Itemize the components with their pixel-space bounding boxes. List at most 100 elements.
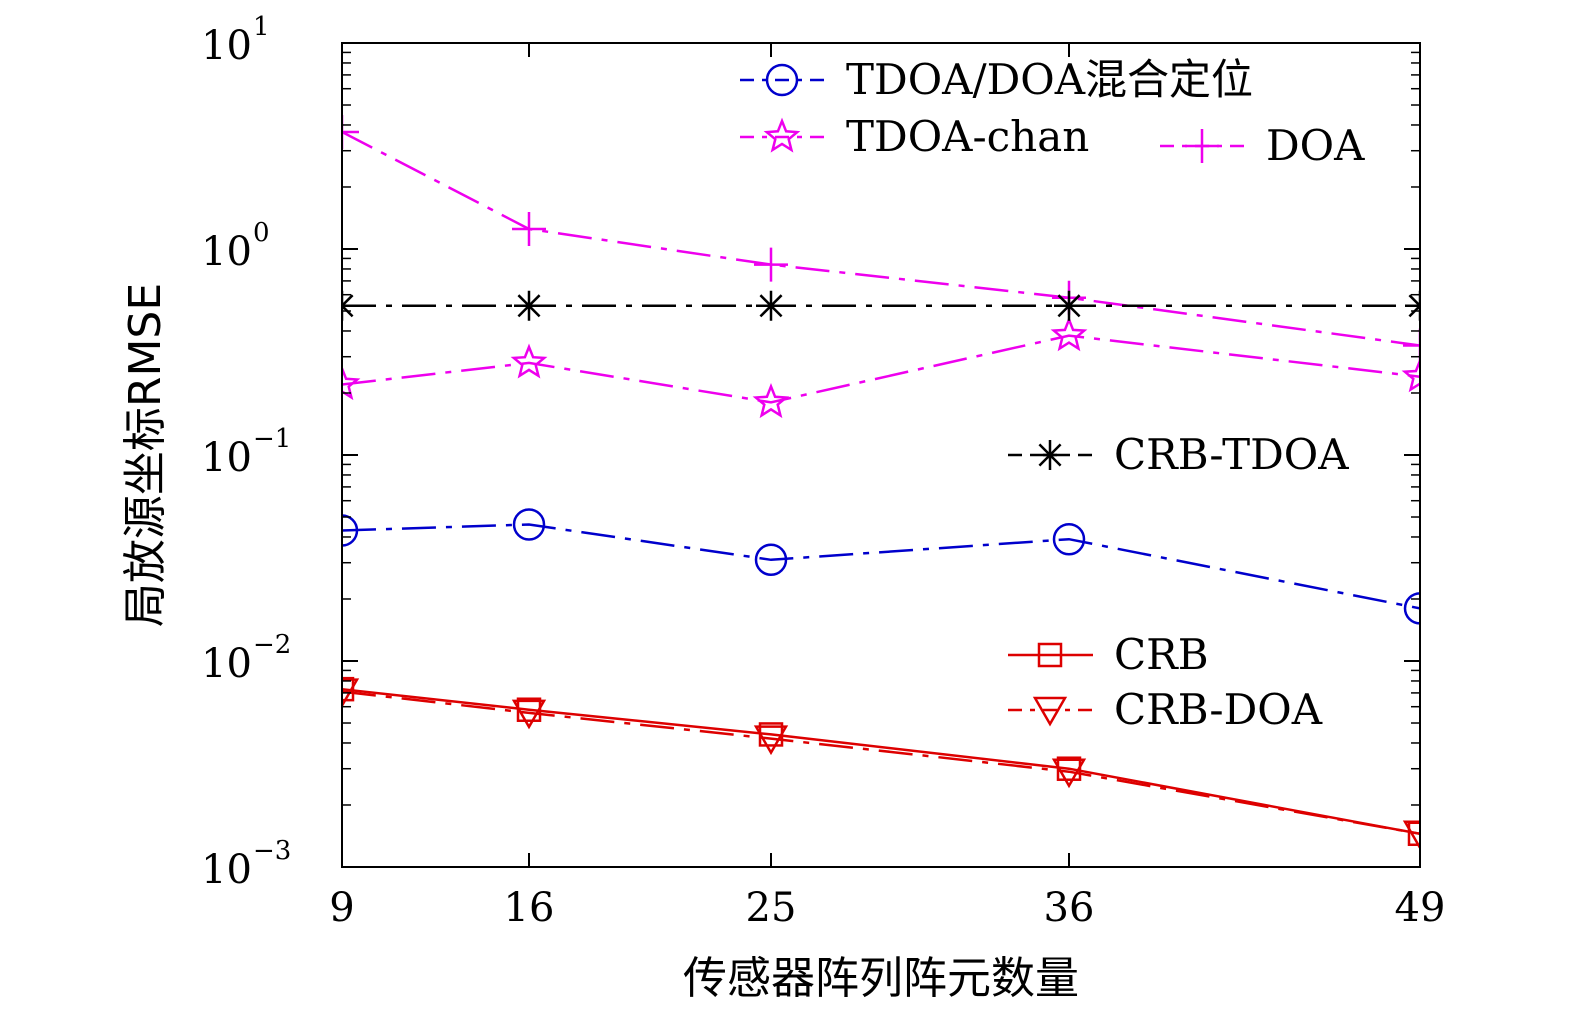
marker-shape — [1403, 592, 1420, 625]
x-axis-label: 传感器阵列阵元数量 — [683, 953, 1079, 1004]
legend: TDOA/DOA混合定位 TDOA-chan DOA CRB-TDOA CRB CRB-D… — [740, 55, 1365, 734]
data-point — [1407, 821, 1420, 847]
legend-entry: CRB-TDOA — [1008, 430, 1349, 479]
marker-shape — [754, 247, 788, 282]
legend-marker — [765, 63, 799, 97]
marker-shape — [756, 290, 786, 321]
marker-shape — [514, 290, 544, 321]
y-tick-exponent: −1 — [253, 424, 291, 454]
y-tick-base: 10 — [201, 847, 252, 893]
marker-shape — [342, 514, 359, 547]
marker-shape — [752, 382, 790, 419]
marker-shape — [1407, 821, 1420, 847]
y-tick-label: 10 — [201, 435, 252, 481]
y-tick-label: 10 — [201, 229, 252, 275]
x-tick-label: 9 — [329, 885, 354, 931]
marker-shape — [342, 365, 361, 401]
y-axis-label: 局放源坐标RMSE — [120, 283, 171, 627]
legend-entry: CRB-DOA — [1008, 685, 1323, 734]
marker-shape — [753, 725, 789, 756]
data-point — [342, 676, 355, 702]
marker-shape — [1051, 758, 1087, 789]
legend-marker — [1032, 696, 1068, 727]
legend-marker — [1037, 642, 1063, 668]
data-point — [342, 514, 359, 547]
data-point — [514, 290, 544, 321]
series-TDOA-chan — [342, 316, 1420, 419]
data-point — [1051, 758, 1087, 789]
data-point — [1401, 357, 1420, 393]
y-tick-exponent: 1 — [253, 12, 270, 42]
legend-entry: CRB — [1008, 630, 1209, 679]
marker-shape — [512, 212, 546, 247]
legend-label: CRB-DOA — [1114, 685, 1323, 734]
legend-entry: TDOA/DOA混合定位 — [740, 55, 1253, 104]
series-layer — [342, 114, 1420, 851]
marker-shape — [763, 117, 801, 153]
data-point — [512, 212, 546, 247]
marker-shape — [1185, 129, 1219, 163]
data-point — [756, 290, 786, 321]
series-DOA — [342, 114, 1420, 363]
data-point — [1050, 316, 1088, 352]
data-point — [752, 382, 790, 419]
marker-shape — [1403, 328, 1420, 363]
y-tick-label: 10 — [201, 641, 252, 687]
y-tick-base: 10 — [201, 229, 252, 275]
marker-shape — [512, 508, 546, 541]
data-point — [753, 725, 789, 756]
marker-shape — [1054, 290, 1084, 321]
marker-shape — [1037, 642, 1063, 668]
marker-shape — [754, 543, 788, 577]
y-tick-base: 10 — [201, 23, 252, 69]
marker-shape — [1052, 522, 1086, 556]
x-tick-label: 25 — [746, 885, 797, 931]
marker-shape — [511, 699, 547, 730]
legend-marker — [1035, 440, 1065, 470]
marker-shape — [342, 114, 359, 149]
marker-shape — [1402, 820, 1420, 851]
series-line — [342, 687, 1420, 836]
legend-label: CRB-TDOA — [1114, 430, 1349, 479]
marker-shape — [1032, 696, 1068, 727]
series-line — [342, 690, 1420, 836]
y-tick-base: 10 — [201, 641, 252, 687]
y-tick-label: 10 — [201, 23, 252, 69]
x-tick-label: 16 — [504, 885, 555, 931]
y-tick-base: 10 — [201, 435, 252, 481]
data-point — [512, 508, 546, 541]
series-CRB-TDOA — [342, 290, 1420, 321]
x-tick-label: 49 — [1395, 885, 1446, 931]
marker-shape — [1050, 316, 1088, 352]
data-point — [511, 699, 547, 730]
legend-label: CRB — [1114, 630, 1209, 679]
marker-shape — [1035, 440, 1065, 470]
data-point — [1402, 820, 1420, 851]
y-tick-exponent: 0 — [253, 218, 270, 248]
legend-entry: DOA — [1160, 121, 1365, 170]
series-line — [342, 130, 1420, 347]
data-point — [342, 365, 361, 401]
y-tick-exponent: −2 — [253, 630, 291, 660]
legend-label: DOA — [1266, 121, 1365, 170]
y-tick-label: 10 — [201, 847, 252, 893]
data-point — [342, 114, 359, 149]
data-point — [1052, 522, 1086, 556]
y-tick-exponent: −3 — [253, 836, 291, 866]
series-line — [342, 334, 1420, 404]
marker-shape — [1401, 357, 1420, 393]
legend-marker — [763, 117, 801, 153]
legend-marker — [1185, 129, 1219, 163]
series-TDOA/DOA混合定位 — [342, 508, 1420, 625]
data-point — [754, 543, 788, 577]
data-point — [510, 343, 548, 379]
data-point — [1403, 592, 1420, 625]
legend-label: TDOA/DOA混合定位 — [846, 55, 1253, 104]
data-point — [1054, 290, 1084, 321]
legend-label: TDOA-chan — [846, 112, 1089, 161]
marker-shape — [510, 343, 548, 379]
legend-entry: TDOA-chan — [740, 112, 1089, 161]
marker-shape — [765, 63, 799, 97]
